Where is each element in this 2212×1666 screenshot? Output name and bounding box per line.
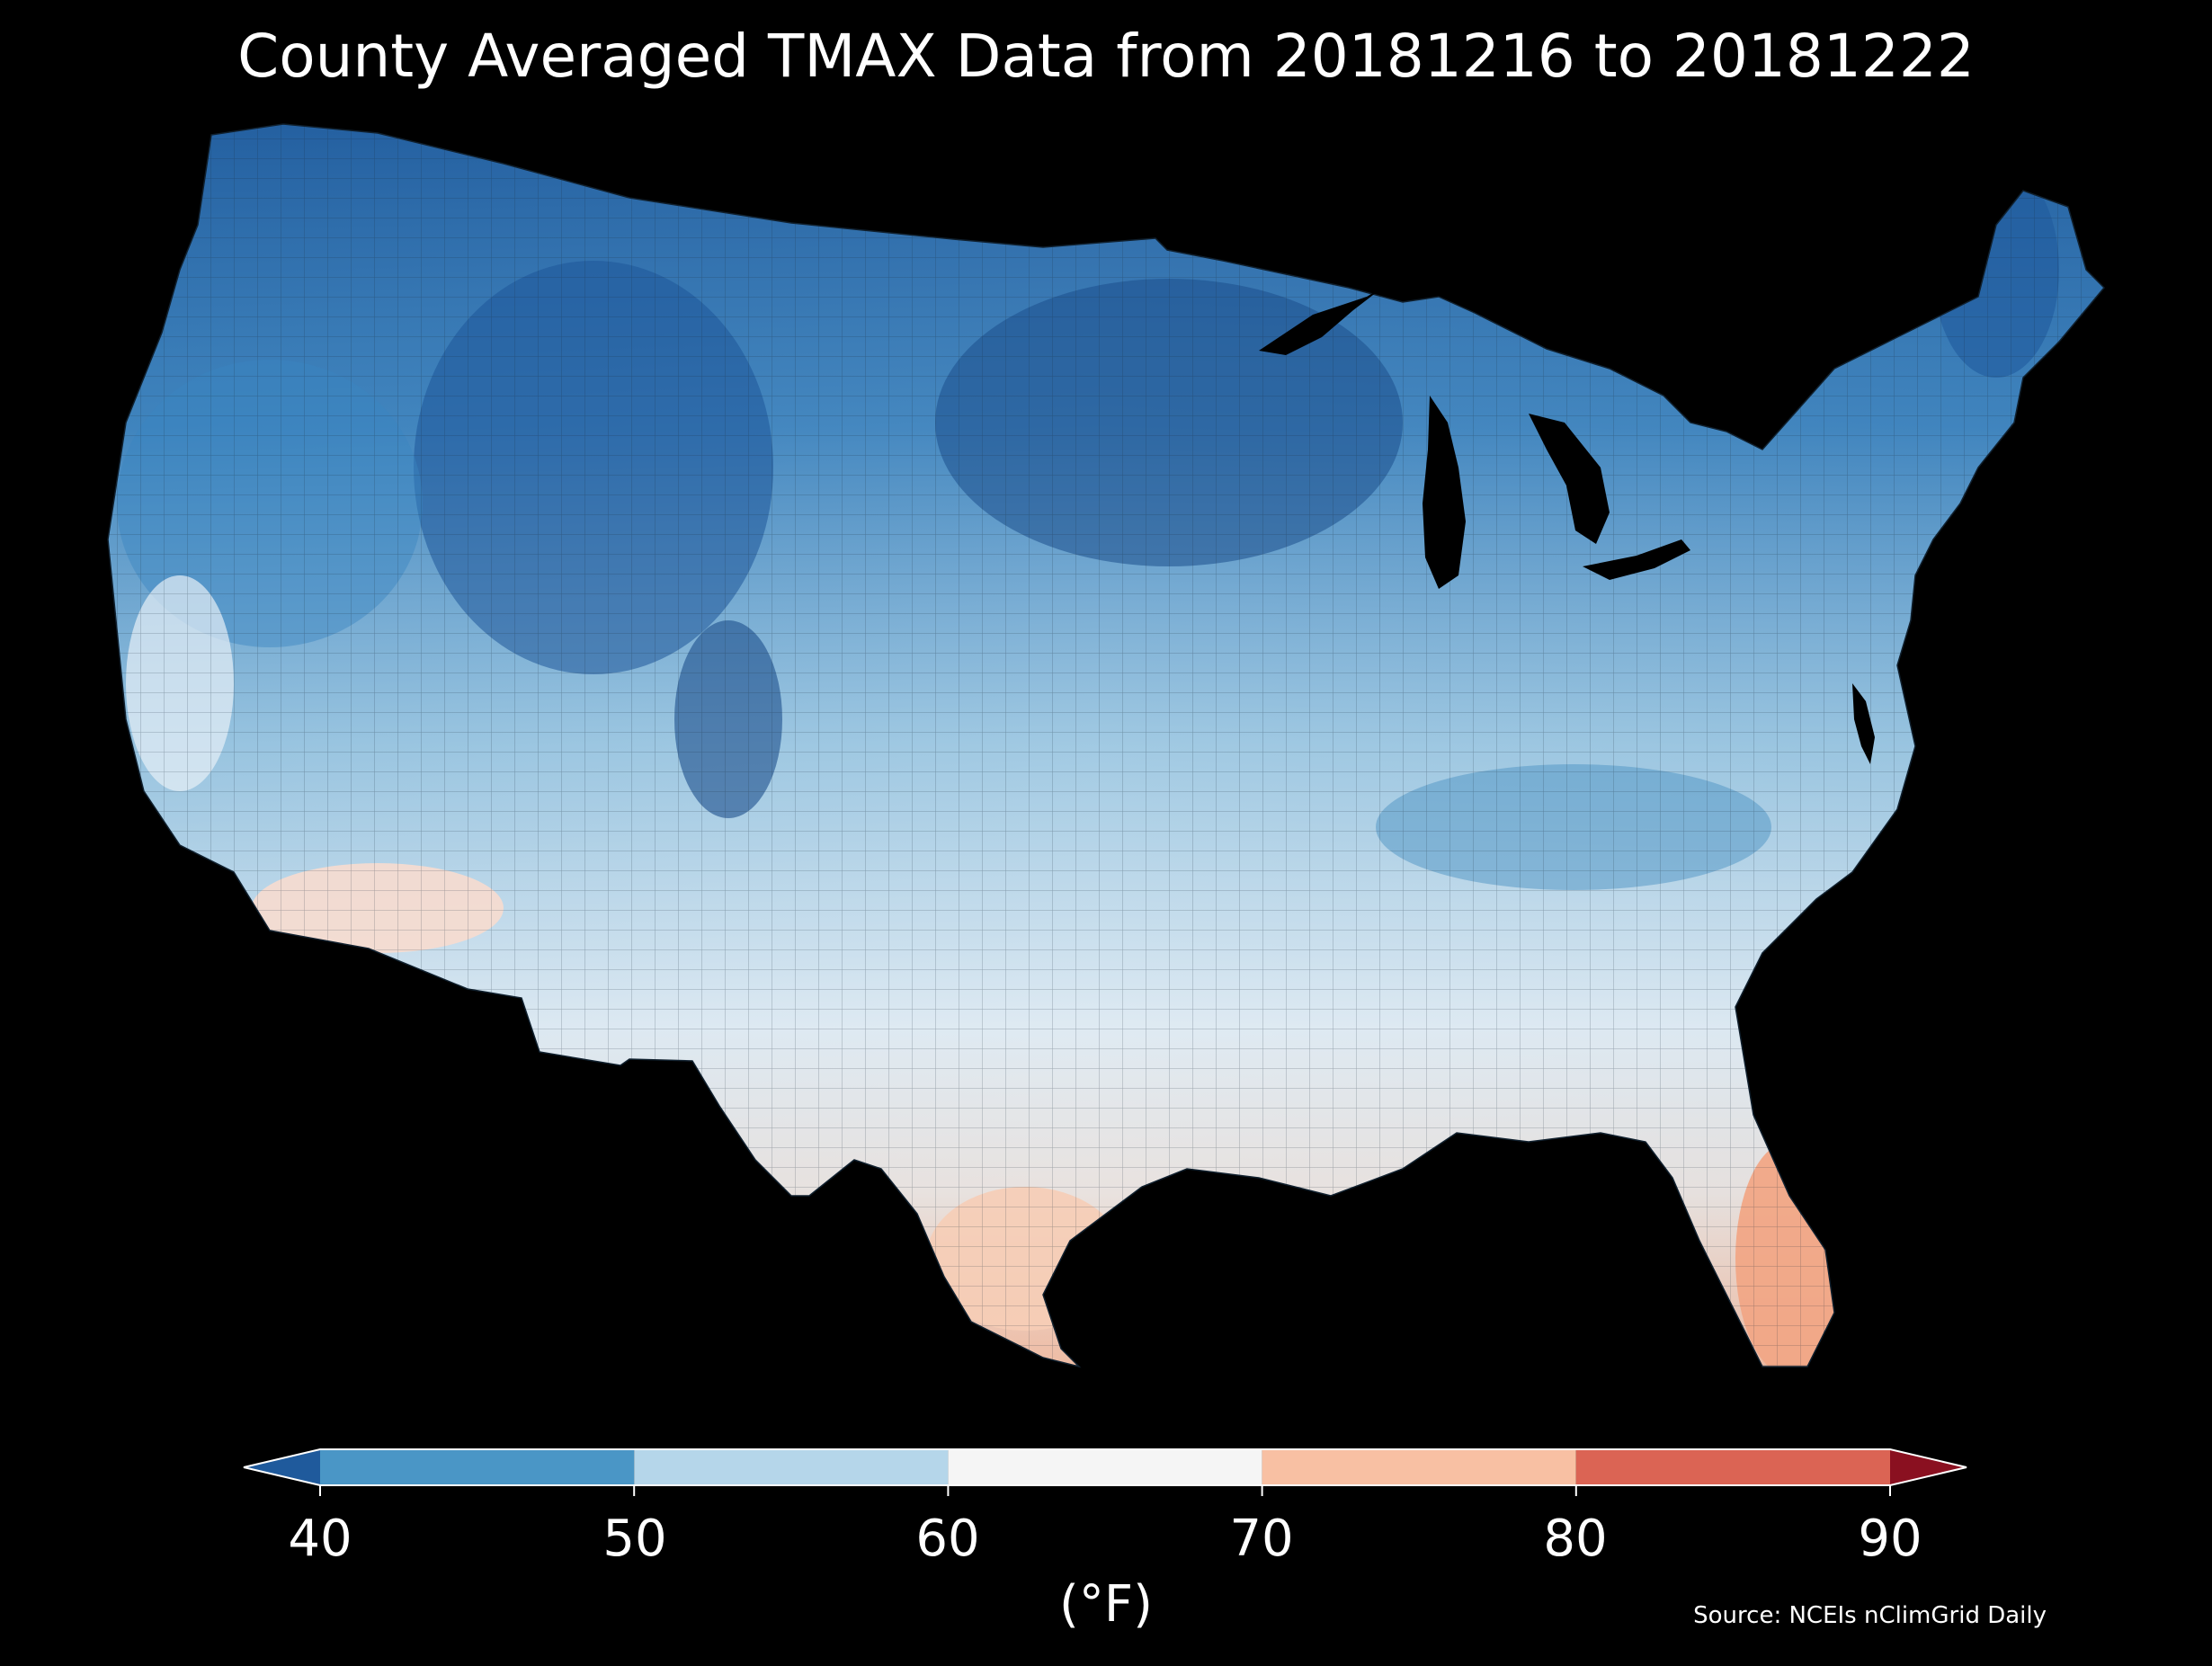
map-title: County Averaged TMAX Data from 20181216 … [237,22,1975,91]
colorbar-segment-50-60 [634,1449,949,1485]
lake-michigan [1423,396,1466,589]
colorbar-unit-label: (°F) [1059,1575,1153,1634]
colorbar-segment-70-80 [1262,1449,1576,1485]
colorbar-extend-high [1890,1449,1967,1485]
colorbar-extend-low [244,1449,320,1485]
lake-superior [1259,286,1385,355]
colorbar-segment-60-70 [948,1449,1262,1485]
colorbar-tick-60: 60 [915,1510,980,1568]
lake-erie [1583,539,1690,580]
colorbar-segment-40-50 [320,1449,635,1485]
colorbar-segment-80-90 [1575,1449,1890,1485]
source-credit: Source: NCEIs nClimGrid Daily [1693,1602,2047,1629]
colorbar-tick-90: 90 [1858,1510,1922,1568]
colorbar-tick-70: 70 [1229,1510,1294,1568]
colorbar-tick-40: 40 [288,1510,352,1568]
lake-huron [1529,414,1610,544]
chesapeake-bay [1852,683,1875,764]
colorbar-tick-80: 80 [1543,1510,1608,1568]
colorbar-tick-50: 50 [602,1510,667,1568]
us-outline [107,123,2106,1368]
